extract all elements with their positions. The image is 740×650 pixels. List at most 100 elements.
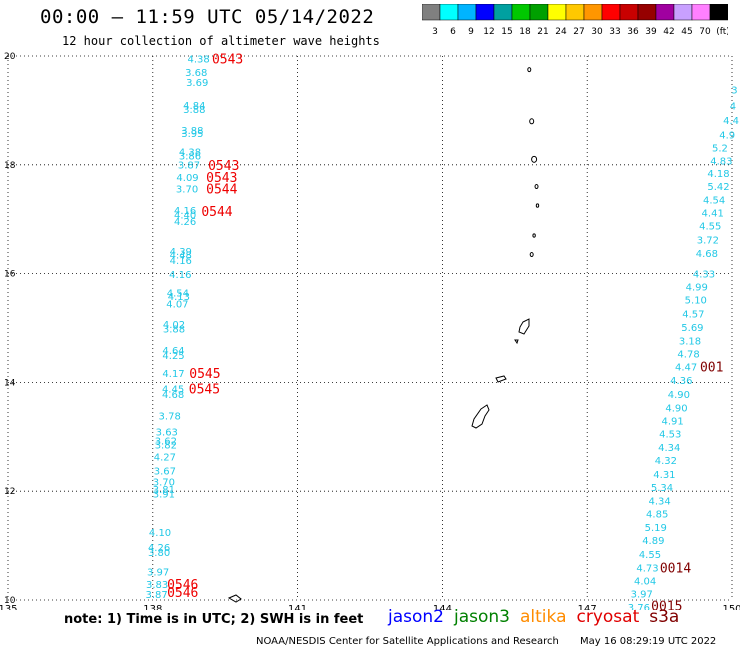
island-outline bbox=[535, 203, 540, 208]
y-tick-label: 16 bbox=[4, 270, 16, 280]
wave-height-label: 5.69 bbox=[681, 323, 703, 334]
colorbar-swatch bbox=[709, 4, 728, 21]
wave-height-label: 4.31 bbox=[653, 470, 675, 481]
wave-height-label: 4.38 bbox=[179, 148, 201, 159]
chart-title: 00:00 – 11:59 UTC 05/14/2022 bbox=[40, 6, 375, 28]
wave-height-label: 4.34 bbox=[658, 443, 680, 454]
wave-height-values: 4.383.683.694.843.883.883.954.383.863.87… bbox=[146, 55, 739, 610]
wave-height-label: 4.64 bbox=[162, 346, 184, 357]
colorbar-label: 3 bbox=[432, 27, 438, 37]
footer-credit: NOAA/NESDIS Center for Satellite Applica… bbox=[256, 636, 559, 647]
wave-height-label: 4.54 bbox=[703, 196, 725, 207]
satellite-legend: jason2 jason3 altika cryosat s3a bbox=[388, 607, 689, 627]
wave-height-label: 4.07 bbox=[166, 300, 188, 311]
x-tick-label: 147 bbox=[578, 604, 597, 610]
wave-height-label: 4.9 bbox=[719, 130, 735, 141]
wave-height-label: 4.73 bbox=[636, 563, 658, 574]
wave-height-label: 4.25 bbox=[162, 351, 184, 362]
pass-time-label: 0543 bbox=[208, 159, 239, 174]
wave-height-label: 4.57 bbox=[682, 309, 704, 320]
wave-height-label: 3.63 bbox=[156, 427, 178, 438]
wave-height-label: 4.55 bbox=[639, 550, 661, 561]
pass-time-label: 0546 bbox=[167, 578, 198, 593]
colorbar-label: 70 bbox=[699, 27, 711, 37]
wave-height-label: 4.27 bbox=[154, 452, 176, 463]
wave-height-label: 3.87 bbox=[178, 160, 200, 171]
pass-time-label: 001 bbox=[700, 361, 723, 376]
wave-height-label: 4.40 bbox=[174, 210, 196, 221]
x-tick-label: 144 bbox=[433, 604, 452, 610]
wave-height-label: 4.13 bbox=[168, 292, 190, 303]
x-tick-label: 138 bbox=[143, 604, 162, 610]
wave-height-label: 4.90 bbox=[668, 390, 690, 401]
wave-height-label: 3.95 bbox=[181, 129, 203, 140]
island-outline bbox=[495, 375, 507, 383]
island-outline bbox=[529, 118, 535, 125]
wave-height-label: 4.48 bbox=[170, 251, 192, 262]
wave-height-label: 4.34 bbox=[648, 496, 670, 507]
island-outline bbox=[471, 404, 490, 429]
pass-time-label: 0014 bbox=[660, 561, 691, 576]
colorbar-label: 6 bbox=[450, 27, 456, 37]
wave-height-label: 4.45 bbox=[162, 384, 184, 395]
wave-height-label: 4.02 bbox=[163, 320, 185, 331]
wave-height-label: 3.91 bbox=[153, 489, 175, 500]
wave-height-label: 4.39 bbox=[170, 247, 192, 258]
wave-height-label: 5.42 bbox=[707, 182, 729, 193]
colorbar-label: 36 bbox=[627, 27, 639, 37]
wave-height-label: 3.81 bbox=[153, 485, 175, 496]
wave-height-label: 4.10 bbox=[149, 528, 171, 539]
wave-height-label: 4.85 bbox=[646, 510, 668, 521]
colorbar-label: 39 bbox=[645, 27, 657, 37]
wave-height-label: 4.33 bbox=[693, 270, 715, 281]
colorbar-label: 18 bbox=[519, 27, 531, 37]
satellite-s3a: s3a bbox=[649, 607, 680, 627]
colorbar-label: 33 bbox=[609, 27, 620, 37]
wave-height-label: 4.55 bbox=[699, 222, 721, 233]
wave-height-label: 4.16 bbox=[174, 206, 196, 217]
wave-height-label: 5.10 bbox=[685, 296, 707, 307]
wave-height-label: 3.67 bbox=[154, 467, 176, 478]
y-tick-label: 12 bbox=[4, 487, 15, 497]
wave-height-label: 3.18 bbox=[679, 337, 701, 348]
pass-time-label: 0015 bbox=[651, 599, 682, 610]
grid-lines bbox=[7, 55, 733, 601]
colorbar-label: 42 bbox=[663, 27, 674, 37]
wave-height-label: 3.88 bbox=[183, 105, 205, 116]
island-outline bbox=[529, 252, 534, 258]
y-tick-label: 20 bbox=[4, 52, 16, 62]
colorbar-label: 24 bbox=[555, 27, 567, 37]
footer-timestamp: May 16 08:29:19 UTC 2022 bbox=[580, 636, 717, 647]
wave-height-label: 4.54 bbox=[167, 289, 189, 300]
island-outline bbox=[532, 233, 536, 238]
wave-height-label: 4.84 bbox=[183, 101, 205, 112]
wave-height-label: 4.91 bbox=[661, 416, 683, 427]
pass-time-label: 0543 bbox=[206, 171, 237, 186]
chart-subtitle: 12 hour collection of altimeter wave hei… bbox=[62, 34, 380, 48]
wave-height-label: 3.68 bbox=[185, 68, 207, 79]
wave-height-label: 4.68 bbox=[162, 390, 184, 401]
island-outline bbox=[514, 339, 519, 345]
wave-height-label: 5.34 bbox=[651, 483, 673, 494]
pass-time-labels: 0543054305430544054405450545054605460010… bbox=[167, 53, 723, 610]
pass-time-label: 0543 bbox=[212, 53, 243, 68]
satellite-cryosat: cryosat bbox=[576, 607, 640, 627]
satellite-jason3: jason3 bbox=[454, 607, 510, 627]
colorbar-label: 45 bbox=[681, 27, 692, 37]
wave-height-label: 4.38 bbox=[188, 55, 210, 66]
pass-time-label: 0544 bbox=[201, 205, 232, 220]
wave-height-label: 4.32 bbox=[655, 456, 677, 467]
colorbar-label: 9 bbox=[468, 27, 474, 37]
wave-height-label: 3.62 bbox=[155, 437, 177, 448]
colorbar-label: 21 bbox=[537, 27, 548, 37]
wave-height-label: 3.86 bbox=[179, 152, 201, 163]
island-outline bbox=[227, 594, 242, 603]
wave-height-label: 3.88 bbox=[181, 126, 203, 137]
island-outline bbox=[534, 184, 539, 190]
wave-height-label: 4.16 bbox=[169, 270, 191, 281]
wave-height-label: 3.69 bbox=[186, 78, 208, 89]
colorbar-label: 15 bbox=[501, 27, 512, 37]
wave-height-label: 4.41 bbox=[702, 209, 724, 220]
